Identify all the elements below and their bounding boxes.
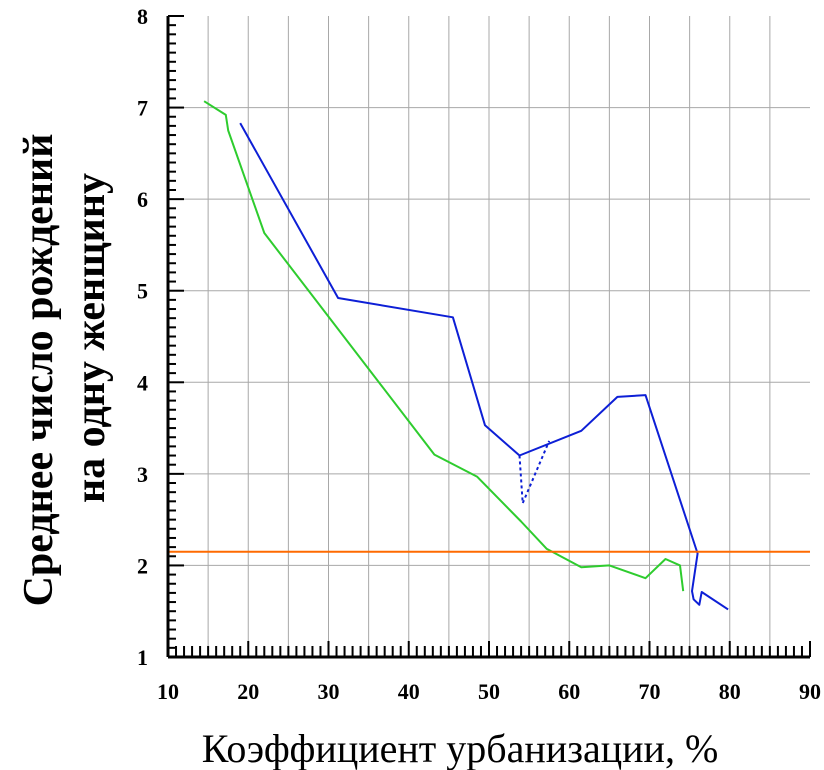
x-tick-label: 80 — [719, 679, 741, 704]
y-tick-label: 7 — [137, 96, 148, 121]
series-layer — [168, 100, 810, 611]
y-axis-title-line2: на одну женщину — [68, 173, 114, 503]
x-tick-label: 40 — [398, 679, 420, 704]
x-tick-label: 20 — [237, 679, 259, 704]
grid — [168, 16, 810, 657]
x-tick-label: 90 — [799, 679, 821, 704]
y-axis-title-line1: Среднее число рождений — [16, 134, 62, 607]
y-tick-label: 1 — [137, 645, 148, 670]
series-line-blue-dotted — [518, 440, 551, 505]
tick-labels: 10 20 30 40 50 60 70 80 90 1 2 3 4 5 6 7 8 — [137, 4, 821, 704]
y-tick-label: 2 — [137, 553, 148, 578]
x-tick-label: 30 — [318, 679, 340, 704]
x-axis-title: Коэффициент урбанизации, % — [202, 726, 719, 770]
y-tick-label: 6 — [137, 187, 148, 212]
x-tick-label: 60 — [558, 679, 580, 704]
axes — [166, 16, 810, 659]
y-tick-label: 8 — [137, 4, 148, 29]
x-tick-label: 10 — [157, 679, 179, 704]
x-tick-label: 70 — [639, 679, 661, 704]
y-tick-label: 5 — [137, 279, 148, 304]
series-line-blue — [239, 122, 729, 611]
x-tick-label: 50 — [478, 679, 500, 704]
y-tick-label: 4 — [137, 370, 148, 395]
y-tick-label: 3 — [137, 462, 148, 487]
series-line-green — [203, 100, 685, 592]
